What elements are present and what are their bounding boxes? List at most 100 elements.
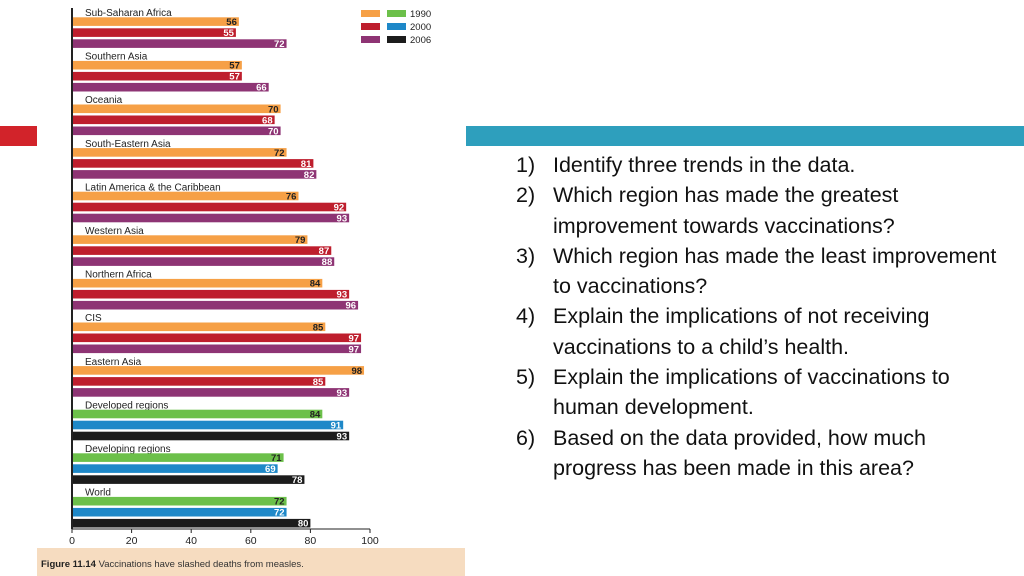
legend-label: 2006 [410,35,431,46]
bar-value-label: 79 [295,235,306,246]
bar-value-label: 72 [274,508,285,519]
region-label: Eastern Asia [85,357,142,368]
bar-value-label: 57 [229,72,240,83]
bar-value-label: 70 [268,126,279,137]
bar-1990 [72,453,284,462]
bar-value-label: 97 [348,344,359,355]
region-label: Oceania [85,95,123,106]
bar-value-label: 68 [262,115,273,126]
bar-2006 [72,257,335,266]
bar-value-label: 76 [286,192,297,203]
question-number: 6) [516,425,536,450]
bar-value-label: 92 [334,203,345,214]
bar-value-label: 85 [313,322,324,333]
bar-2006 [72,475,305,484]
bar-2006 [72,344,362,354]
bar-1990 [72,322,326,332]
bar-2006 [72,82,269,92]
bar-value-label: 80 [298,519,309,530]
figure-caption: Figure 11.14 Vaccinations have slashed d… [41,559,304,570]
region-label: Latin America & the Caribbean [85,182,221,193]
bar-value-label: 70 [268,104,279,115]
bar-1990 [72,148,287,157]
bar-value-label: 72 [274,39,285,50]
accent-bar-teal [466,126,1024,146]
question-text: Based on the data provided, how much pro… [553,425,926,480]
bar-2006 [72,126,281,136]
bar-value-label: 96 [346,301,357,312]
bar-value-label: 57 [229,61,240,72]
question-item: 6) Based on the data provided, how much p… [516,423,1006,484]
bar-1990 [72,278,323,288]
question-text: Which region has made the least improvem… [553,243,997,299]
bar-2000 [72,28,236,37]
bar-value-label: 93 [337,290,348,301]
x-tick-label: 20 [126,535,138,547]
question-number: 4) [516,304,536,329]
legend-swatch-region-2006 [361,36,380,43]
bar-1990 [72,235,308,244]
x-tick-label: 0 [69,535,75,547]
question-text: Which region has made the greatest impro… [553,183,899,238]
bar-1990 [72,60,242,70]
bar-2006 [72,518,311,528]
legend-swatch-aggregate-2000 [387,23,406,30]
region-label: Western Asia [85,226,144,237]
question-text: Explain the implications of not receivin… [553,304,930,359]
bar-2000 [72,71,242,81]
bar-value-label: 71 [271,453,282,464]
x-tick-label: 80 [305,535,317,547]
bar-value-label: 82 [304,170,315,181]
bar-value-label: 56 [226,17,237,28]
bar-value-label: 72 [274,148,285,159]
bar-value-label: 87 [319,246,330,257]
bar-1990 [72,366,365,375]
bar-value-label: 91 [331,421,342,432]
question-item: 1) Identify three trends in the data. [516,150,1006,180]
bar-2006 [72,300,359,310]
question-list: 1) Identify three trends in the data. 2) Wh… [516,150,1006,483]
legend-label: 1990 [410,9,431,20]
bar-value-label: 84 [310,410,321,421]
bar-1990 [72,17,239,26]
bar-value-label: 66 [256,83,267,94]
bar-2000 [72,464,278,473]
x-tick-label: 100 [361,535,379,547]
question-text: Identify three trends in the data. [553,153,856,177]
region-label: Northern Africa [85,270,152,281]
legend-label: 2000 [410,22,431,33]
bar-1990 [72,191,299,201]
bar-1990 [72,104,281,114]
region-label: Sub-Saharan Africa [85,8,172,19]
question-number: 2) [516,183,536,208]
bar-value-label: 84 [310,279,321,290]
bar-value-label: 72 [274,497,285,508]
bar-value-label: 97 [348,333,359,344]
bar-2000 [72,507,287,517]
legend-swatch-aggregate-2006 [387,36,406,43]
bar-2000 [72,377,326,386]
bar-2006 [72,431,350,441]
question-number: 3) [516,243,536,268]
region-label: Developing regions [85,444,171,455]
legend-swatch-region-2000 [361,23,380,30]
legend-swatch-region-1990 [361,10,380,17]
bar-value-label: 93 [337,432,348,443]
bar-value-label: 88 [322,257,333,268]
bar-2000 [72,202,347,212]
question-item: 2) Which region has made the greatest imp… [516,180,1006,241]
question-item: 5) Explain the implications of vaccinatio… [516,362,1006,423]
question-item: 4) Explain the implications of not receiv… [516,301,1006,362]
region-label: World [85,488,111,499]
bar-value-label: 78 [292,475,303,486]
question-text: Explain the implications of vaccinations… [553,365,950,420]
bar-value-label: 93 [337,214,348,225]
legend-swatch-aggregate-1990 [387,10,406,17]
bar-2000 [72,159,314,168]
bar-2006 [72,170,317,179]
region-label: Southern Asia [85,52,148,63]
region-label: Developed regions [85,400,168,411]
bar-value-label: 69 [265,464,276,475]
bar-2000 [72,246,332,255]
